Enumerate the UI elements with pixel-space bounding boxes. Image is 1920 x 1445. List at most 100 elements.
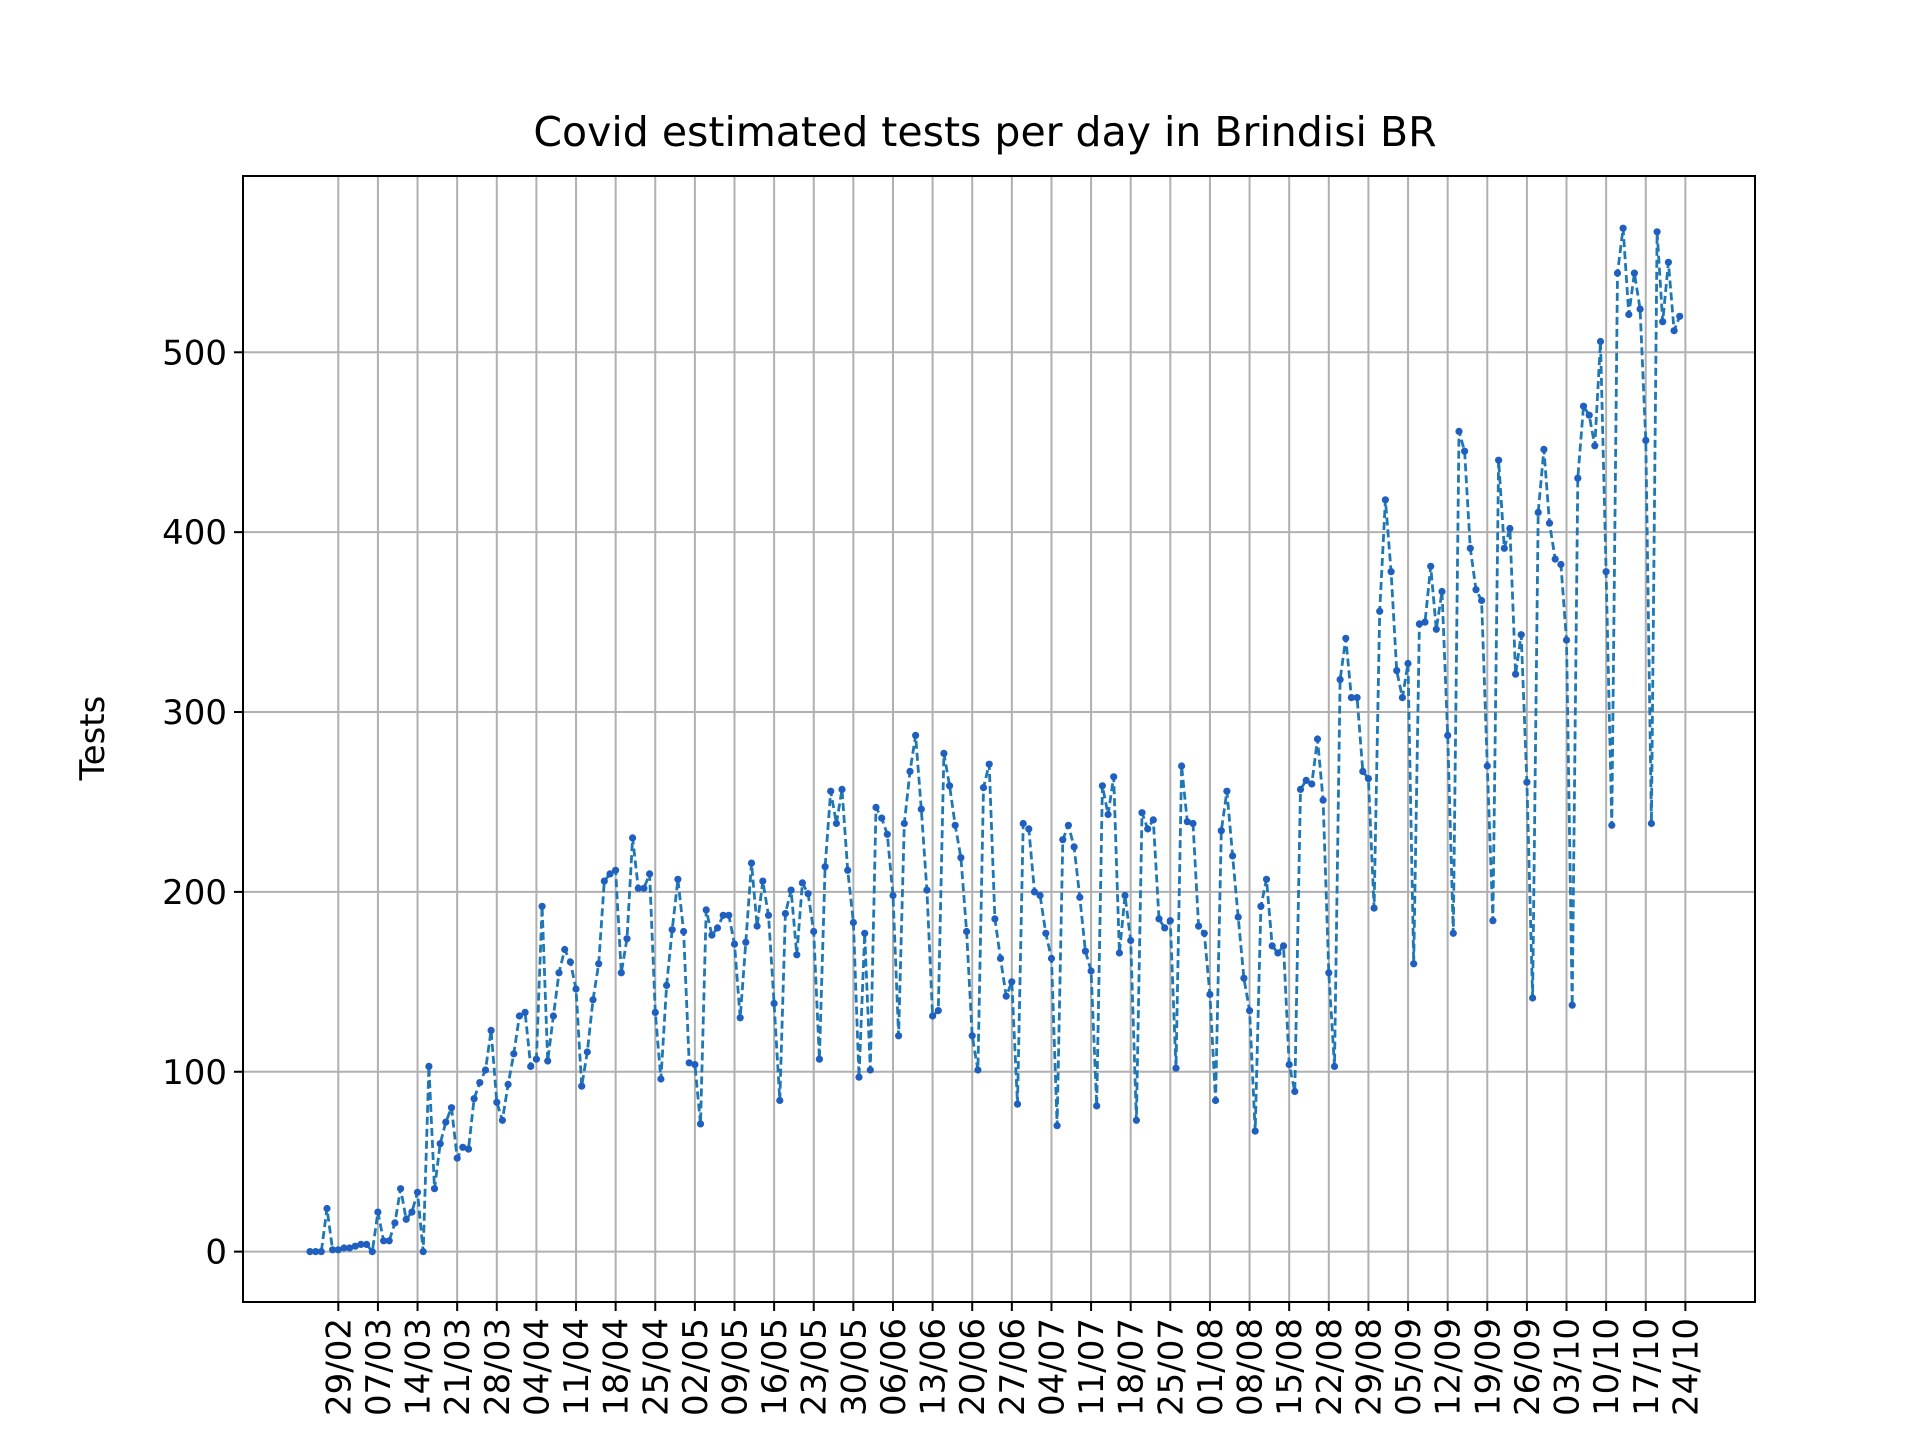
data-point	[747, 859, 756, 867]
x-tick-label-28: 12/09	[1429, 1318, 1469, 1416]
data-point	[1025, 825, 1033, 833]
data-point	[974, 1066, 982, 1074]
data-point	[430, 1185, 439, 1193]
data-point	[1059, 836, 1067, 844]
data-point	[334, 1246, 342, 1254]
data-point	[1370, 904, 1378, 912]
data-point	[1410, 960, 1418, 968]
data-point	[413, 1188, 422, 1196]
data-point	[442, 1118, 450, 1126]
data-point	[1404, 659, 1412, 668]
data-point	[317, 1248, 325, 1256]
data-point	[713, 924, 722, 932]
x-tick-label-13: 30/05	[834, 1318, 874, 1416]
data-point	[730, 940, 739, 948]
data-point	[1234, 913, 1242, 921]
x-tick-label-2: 14/03	[399, 1318, 439, 1416]
data-point	[736, 1014, 744, 1022]
x-tick-label-23: 08/08	[1231, 1318, 1271, 1416]
grid-layer	[243, 176, 1755, 1302]
data-point	[640, 884, 648, 892]
data-point	[827, 787, 835, 795]
data-point	[1438, 587, 1446, 596]
data-point	[1251, 1127, 1259, 1135]
data-point	[889, 891, 897, 900]
data-point	[719, 911, 727, 919]
y-tick-label-300: 300	[162, 693, 227, 733]
data-point	[742, 938, 750, 946]
x-tick-label-18: 04/07	[1032, 1318, 1072, 1416]
x-tick-label-8: 25/04	[636, 1318, 676, 1416]
data-point	[1070, 843, 1078, 851]
y-tick-label-0: 0	[205, 1233, 227, 1273]
data-point	[623, 935, 631, 943]
data-point	[1545, 519, 1554, 527]
data-point	[1087, 967, 1095, 975]
data-point	[1115, 949, 1123, 957]
data-point	[1608, 821, 1616, 829]
x-tick-label-15: 13/06	[914, 1318, 954, 1416]
x-tick-label-21: 25/07	[1151, 1318, 1191, 1416]
data-point	[770, 999, 778, 1008]
data-point	[340, 1244, 348, 1252]
data-point	[900, 819, 908, 828]
data-point	[1036, 891, 1044, 900]
data-point	[1517, 631, 1525, 639]
data-point	[634, 884, 642, 892]
data-point	[555, 969, 563, 977]
data-point	[1030, 888, 1039, 896]
data-point	[866, 1066, 874, 1074]
data-point	[1161, 924, 1169, 932]
data-point	[1523, 778, 1531, 786]
data-point	[849, 918, 858, 927]
data-point	[600, 877, 608, 885]
data-point	[1291, 1087, 1299, 1096]
data-point	[1664, 258, 1672, 266]
x-tick-label-7: 18/04	[597, 1318, 637, 1416]
data-point	[708, 931, 716, 939]
x-tick-label-24: 15/08	[1270, 1318, 1310, 1416]
data-point	[397, 1185, 405, 1193]
x-tick-label-26: 29/08	[1349, 1318, 1389, 1416]
data-point	[1104, 810, 1112, 819]
data-point	[1574, 474, 1582, 482]
data-point	[459, 1143, 467, 1151]
data-point	[691, 1061, 699, 1069]
data-point	[923, 886, 931, 894]
data-point	[323, 1204, 331, 1213]
x-tick-label-6: 11/04	[557, 1318, 597, 1416]
data-point	[402, 1215, 410, 1223]
data-point	[1670, 327, 1678, 335]
data-point	[1325, 969, 1333, 977]
data-point	[1676, 312, 1684, 320]
data-point	[781, 909, 790, 918]
data-point	[872, 803, 880, 812]
data-point	[504, 1080, 512, 1088]
data-point	[1506, 524, 1514, 533]
data-point	[1336, 676, 1344, 684]
data-point	[1002, 992, 1010, 1000]
data-point	[1591, 442, 1599, 450]
data-point	[1195, 922, 1203, 930]
data-point	[1268, 942, 1276, 950]
data-point	[646, 870, 654, 878]
data-point	[1636, 305, 1644, 313]
data-point	[878, 814, 886, 822]
x-tick-label-11: 16/05	[755, 1318, 795, 1416]
data-point	[532, 1055, 541, 1063]
data-point	[566, 958, 575, 966]
data-point	[306, 1248, 314, 1256]
y-tick-label-100: 100	[162, 1053, 227, 1093]
data-point	[1398, 694, 1406, 702]
data-point	[1042, 929, 1050, 937]
data-point	[1387, 568, 1395, 576]
data-point	[1495, 456, 1503, 464]
x-tick-label-31: 03/10	[1548, 1318, 1588, 1416]
data-point	[1466, 544, 1474, 552]
data-point	[651, 1008, 659, 1017]
data-point	[946, 782, 954, 790]
data-point	[1121, 891, 1129, 900]
data-point	[1229, 852, 1237, 860]
